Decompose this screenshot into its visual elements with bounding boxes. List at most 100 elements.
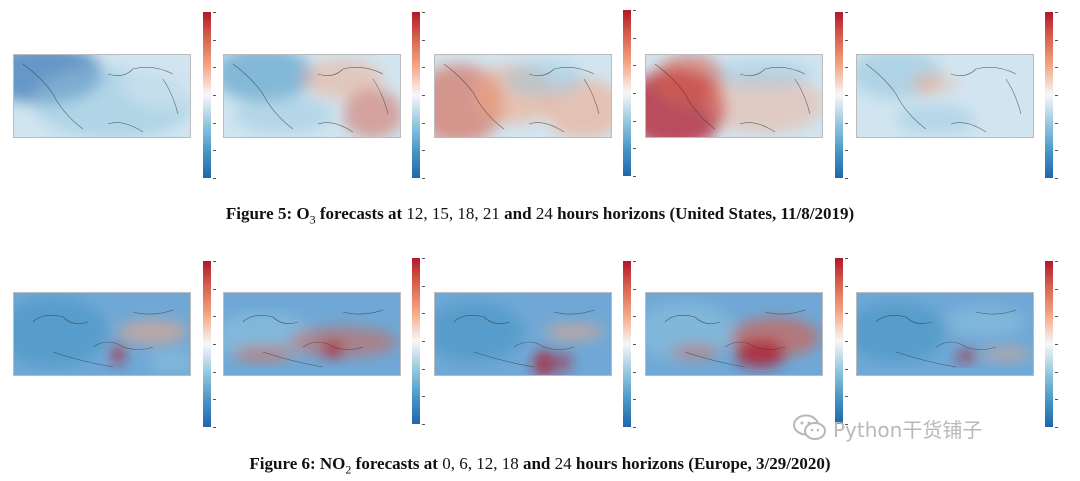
horizon-value: 18	[501, 454, 519, 473]
colorbar-tick	[213, 399, 216, 401]
colorbar-tick	[633, 399, 636, 401]
colorbar-gradient	[623, 261, 631, 427]
panel-frame	[223, 292, 401, 376]
caption-text: forecasts at	[355, 454, 438, 473]
colorbar-tick	[845, 368, 848, 370]
heatmap-region	[434, 302, 524, 362]
colorbar-tick	[845, 258, 848, 259]
colorbar-gradient	[835, 12, 843, 178]
colorbar-tick	[633, 148, 636, 150]
fig6-colorbar	[203, 261, 216, 428]
coastline	[654, 63, 811, 133]
horizon-value: 0,	[442, 454, 455, 473]
colorbar-tick	[422, 258, 425, 259]
heatmap-region	[13, 297, 108, 367]
caption-text: and	[522, 454, 551, 473]
colorbar-gradient	[412, 12, 420, 178]
colorbar-tick	[633, 10, 636, 11]
colorbar-tick	[422, 368, 425, 370]
heatmap-region	[123, 59, 191, 109]
colorbar-tick	[845, 122, 848, 124]
heatmap-region	[118, 320, 188, 344]
colorbar-gradient	[1045, 12, 1053, 178]
coastline	[443, 63, 600, 133]
coastline	[242, 309, 384, 368]
heatmap-region	[558, 352, 570, 372]
horizon-value: 6,	[459, 454, 472, 473]
colorbar-tick	[213, 12, 216, 13]
fig5-colorbar	[412, 12, 425, 179]
heatmap-region	[735, 340, 785, 368]
colorbar-tick	[1055, 427, 1058, 428]
heatmap-region	[223, 54, 313, 102]
caption-text: hours horizons (United States, 11/8/2019…	[557, 204, 855, 223]
colorbar-tick	[633, 344, 636, 345]
colorbar-gradient	[412, 258, 420, 424]
colorbar-tick	[422, 39, 425, 41]
watermark-text: Python干货铺子	[833, 417, 983, 442]
panel-frame	[434, 54, 612, 138]
heatmap-region	[705, 74, 823, 134]
colorbar-tick	[1055, 95, 1058, 96]
fig5-colorbar	[623, 10, 636, 177]
colorbar-tick	[422, 67, 425, 69]
colorbar-tick	[213, 178, 216, 179]
figure-5-caption: Figure 5: O3 forecasts at 12, 15, 18, 21…	[0, 204, 1080, 227]
species-subscript: 3	[309, 212, 316, 227]
heatmap-region	[896, 104, 976, 134]
colorbar-tick	[213, 371, 216, 373]
colorbar-tick	[213, 316, 216, 318]
colorbar-tick	[845, 424, 848, 425]
colorbar-gradient	[623, 10, 631, 176]
horizon-value: 15,	[431, 204, 454, 223]
horizon-value: 18,	[457, 204, 479, 223]
colorbar-tick	[633, 176, 636, 177]
colorbar-tick	[633, 371, 636, 373]
fig6-heatmap-panel	[13, 292, 191, 376]
coastline	[232, 63, 389, 133]
heatmap-region	[233, 346, 293, 362]
heatmap-region	[670, 344, 720, 360]
colorbar-tick	[1055, 122, 1058, 124]
colorbar-tick	[1055, 316, 1058, 318]
heatmap-region	[946, 307, 1026, 337]
fig6-heatmap-panel	[434, 292, 612, 376]
colorbar-tick	[633, 93, 636, 94]
fig6-heatmap-panel	[645, 292, 823, 376]
heatmap-region	[303, 59, 383, 99]
colorbar-tick	[422, 313, 425, 315]
caption-label: Figure 6:	[249, 454, 316, 473]
fig5-colorbar	[835, 12, 848, 179]
heatmap-region	[343, 89, 401, 138]
fig5-heatmap-panel	[645, 54, 823, 138]
colorbar-tick	[633, 37, 636, 39]
species: O	[296, 204, 310, 223]
colorbar-tick	[1055, 12, 1058, 13]
heatmap-region	[655, 54, 725, 104]
panel-frame	[13, 292, 191, 376]
panel-frame	[13, 54, 191, 138]
horizon-value: 21	[482, 204, 500, 223]
caption-text: and	[504, 204, 532, 223]
colorbar-tick	[1055, 261, 1058, 262]
colorbar-tick	[1055, 399, 1058, 401]
colorbar-tick	[422, 341, 425, 342]
colorbar-tick	[633, 261, 636, 262]
fig5-heatmap-panel	[434, 54, 612, 138]
colorbar-gradient	[203, 12, 211, 178]
colorbar-tick	[213, 344, 216, 345]
colorbar-tick	[1055, 288, 1058, 290]
colorbar-tick	[1055, 344, 1058, 345]
horizon-value: 12,	[476, 454, 498, 473]
heatmap-region	[534, 350, 554, 376]
colorbar-tick	[1055, 67, 1058, 69]
colorbar-tick	[1055, 150, 1058, 152]
heatmap-region	[856, 302, 946, 362]
colorbar-tick	[845, 285, 848, 287]
colorbar-tick	[422, 424, 425, 425]
colorbar-tick	[422, 396, 425, 398]
colorbar-tick	[845, 67, 848, 69]
colorbar-gradient	[835, 258, 843, 424]
colorbar-tick	[213, 122, 216, 124]
coastline	[664, 309, 806, 368]
